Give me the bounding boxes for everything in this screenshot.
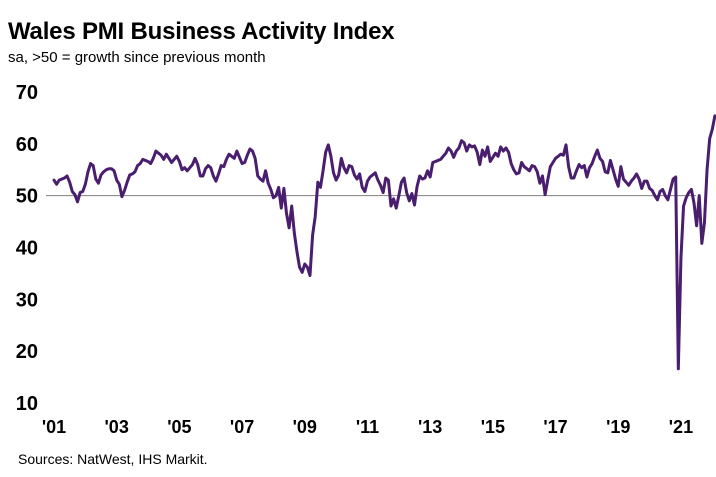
x-tick-label: '19 (606, 417, 630, 437)
y-tick-label: 40 (16, 238, 38, 260)
x-tick-label: '21 (669, 417, 693, 437)
x-tick-label: '03 (105, 417, 129, 437)
x-tick-label: '17 (543, 417, 567, 437)
x-tick-label: '07 (230, 417, 254, 437)
x-tick-label: '01 (42, 417, 66, 437)
y-tick-label: 20 (16, 341, 38, 363)
y-tick-label: 70 (16, 82, 38, 104)
x-tick-label: '11 (356, 417, 379, 437)
chart-subtitle: sa, >50 = growth since previous month (8, 49, 266, 66)
chart-title: Wales PMI Business Activity Index (8, 18, 395, 45)
y-axis: 10 20 30 40 50 60 70 (16, 82, 38, 415)
x-tick-label: '15 (481, 417, 505, 437)
y-tick-label: 30 (16, 289, 38, 311)
x-tick-label: '13 (418, 417, 442, 437)
x-axis: '01 '03 '05 '07 '09 '11 '13 '15 '17 '19 '21 (42, 417, 693, 437)
y-tick-label: 60 (16, 134, 38, 156)
y-tick-label: 10 (16, 393, 38, 415)
series-line (52, 114, 716, 371)
x-tick-label: '09 (293, 417, 317, 437)
source-note: Sources: NatWest, IHS Markit. (18, 451, 208, 467)
x-tick-label: '05 (167, 417, 191, 437)
y-tick-label: 50 (16, 186, 38, 208)
